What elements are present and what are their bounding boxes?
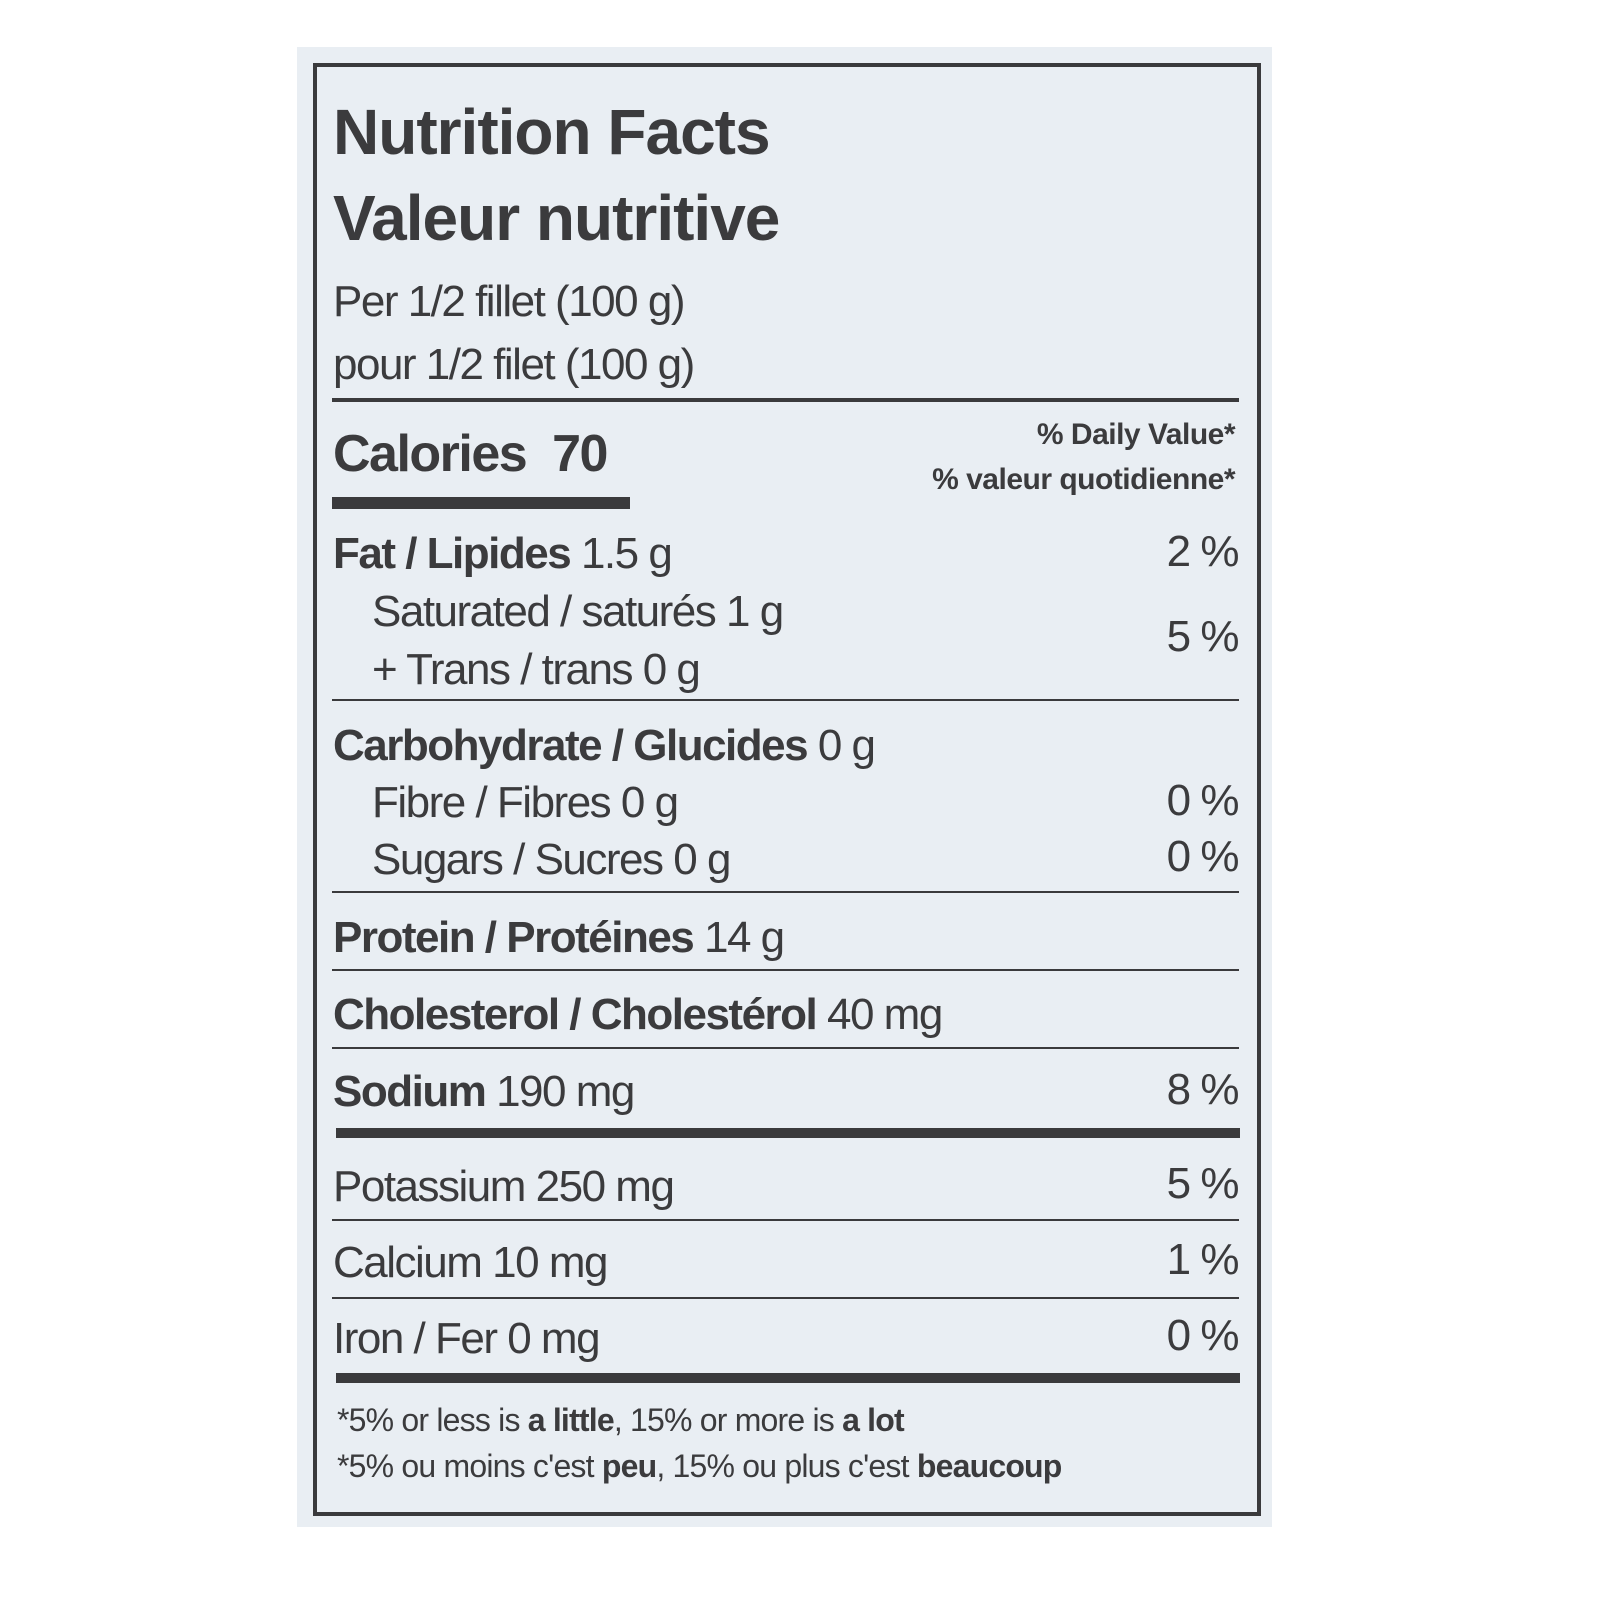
divider	[332, 1047, 1239, 1049]
title-en: Nutrition Facts	[333, 96, 771, 168]
nutrient-sugars: Sugars / Sucres 0 g	[372, 835, 731, 884]
nutrient-fibre: Fibre / Fibres 0 g	[372, 778, 679, 827]
nutrient-fat: Fat / Lipides 1.5 g	[333, 529, 673, 578]
saturated-trans-dv: 5 %	[1166, 612, 1240, 661]
nutrient-iron: Iron / Fer 0 mg	[333, 1314, 601, 1363]
calories-bar	[332, 497, 630, 509]
divider	[332, 969, 1239, 971]
title-fr: Valeur nutritive	[333, 182, 780, 254]
thick-divider	[336, 1128, 1240, 1138]
divider	[332, 1219, 1239, 1221]
footnote-fr: *5% ou moins c'est peu, 15% ou plus c'es…	[337, 1448, 1062, 1484]
nutrient-saturated: Saturated / saturés 1 g	[372, 587, 784, 636]
calories-label: Calories	[333, 425, 528, 483]
potassium-dv: 5 %	[1166, 1159, 1240, 1208]
divider	[332, 891, 1239, 893]
nutrient-trans: + Trans / trans 0 g	[372, 645, 701, 694]
fibre-dv: 0 %	[1166, 776, 1240, 825]
iron-dv: 0 %	[1166, 1311, 1240, 1360]
nutrient-carbohydrate: Carbohydrate / Glucides 0 g	[333, 721, 876, 770]
calcium-dv: 1 %	[1166, 1235, 1240, 1284]
daily-value-header-fr: % valeur quotidienne*	[932, 463, 1235, 496]
footnote-en: *5% or less is a little, 15% or more is …	[337, 1402, 905, 1438]
nutrient-calcium: Calcium 10 mg	[333, 1238, 608, 1287]
serving-size-en: Per 1/2 fillet (100 g)	[333, 277, 685, 326]
serving-size-fr: pour 1/2 filet (100 g)	[333, 340, 695, 389]
nutrient-protein: Protein / Protéines 14 g	[333, 913, 785, 962]
label-background	[297, 47, 1272, 1527]
sodium-dv: 8 %	[1166, 1065, 1240, 1114]
nutrient-potassium: Potassium 250 mg	[333, 1162, 675, 1211]
nutrient-sodium: Sodium 190 mg	[333, 1067, 635, 1116]
divider	[332, 1297, 1239, 1299]
thick-divider	[336, 1373, 1240, 1383]
divider	[332, 398, 1239, 402]
divider	[332, 699, 1239, 701]
daily-value-header-en: % Daily Value*	[1036, 418, 1236, 451]
calories-value: 70	[552, 425, 608, 483]
nutrition-facts-table	[313, 63, 1261, 1516]
sugars-dv: 0 %	[1166, 832, 1240, 881]
fat-dv: 2 %	[1166, 527, 1240, 576]
calories: Calories 70	[333, 425, 608, 483]
nutrient-cholesterol: Cholesterol / Cholestérol 40 mg	[333, 990, 943, 1039]
